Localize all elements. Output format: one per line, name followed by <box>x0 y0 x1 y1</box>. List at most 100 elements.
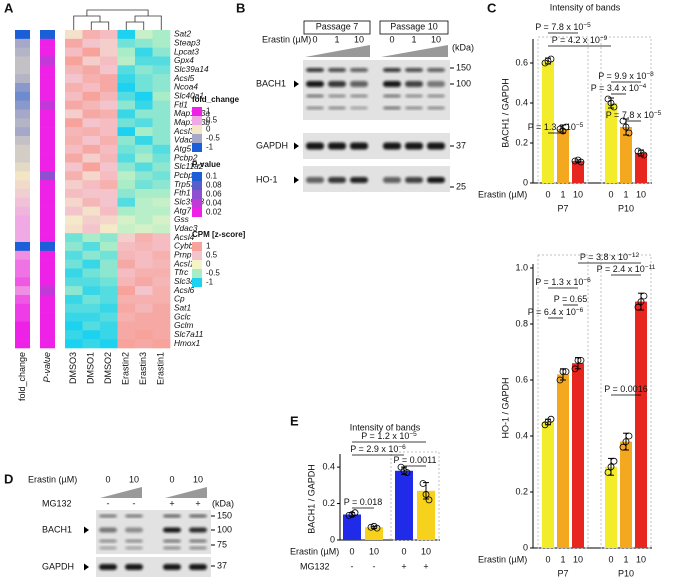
sample-label: DMSO2 <box>103 352 113 384</box>
legend-swatch <box>192 190 202 199</box>
dose-label: 10 <box>129 474 139 484</box>
band <box>350 94 368 98</box>
p-value-cell <box>40 30 55 40</box>
band <box>163 546 181 550</box>
p-value-cell <box>40 268 55 278</box>
heatmap-cell <box>82 38 101 48</box>
heatmap-cell <box>65 330 83 340</box>
x-axis-label: Erastin (µM) <box>478 554 527 564</box>
y-tick-label: 0.8 <box>515 318 528 328</box>
p-text: P = 3.8 x 10 <box>580 252 628 262</box>
y-tick-label: 0.4 <box>322 461 335 471</box>
gene-label: Steap3 <box>174 37 201 47</box>
heatmap-cell <box>82 242 101 252</box>
p-value-cell <box>40 136 55 146</box>
data-point <box>622 123 630 131</box>
heatmap-cell <box>152 312 171 322</box>
heatmap-cell <box>135 127 153 137</box>
band <box>163 527 181 533</box>
band <box>405 142 423 150</box>
gene-label: Slc40a1 <box>174 90 204 100</box>
p-value-annotation: P = 3.4 x 10−4 <box>591 83 647 94</box>
heatmap-cell <box>82 136 101 146</box>
p-text: P = 3.4 x 10 <box>591 83 639 93</box>
heatmap-cell <box>135 171 153 181</box>
heatmap-cell <box>135 74 153 84</box>
gene-label: Sat2 <box>174 29 191 39</box>
heatmap-cell <box>65 56 83 66</box>
heatmap-cell <box>152 109 171 119</box>
heatmap-cell <box>82 224 101 234</box>
band <box>99 527 117 533</box>
p-value-cell <box>40 215 55 225</box>
fold-change-cell <box>15 268 30 278</box>
band <box>189 564 207 570</box>
p-exponent: −8 <box>646 71 654 78</box>
p-exponent: −12 <box>628 252 639 259</box>
p-value-annotation: P = 6.4 x 10−6 <box>528 307 584 318</box>
fold-change-cell <box>15 56 30 66</box>
fold-change-cell <box>15 109 30 119</box>
heatmap-cell <box>152 197 171 207</box>
heatmap-cell <box>82 330 101 340</box>
heatmap-cell <box>82 286 101 296</box>
p-value-cell <box>40 109 55 119</box>
heatmap-cell <box>82 30 101 40</box>
data-point <box>610 457 618 465</box>
data-point <box>559 368 567 376</box>
legend-label: 0.06 <box>206 190 222 199</box>
p-value-cell <box>40 162 55 172</box>
p-value-cell <box>40 189 55 199</box>
p-value-cell <box>40 118 55 128</box>
heatmap-cell <box>117 339 136 349</box>
fold-change-cell <box>15 312 30 322</box>
heatmap-cell <box>135 180 153 190</box>
heatmap-cell <box>135 242 153 252</box>
blot-label: GAPDH <box>256 140 288 150</box>
heatmap-cell <box>65 91 83 101</box>
band <box>189 527 207 533</box>
gene-label: Vdac3 <box>174 223 198 233</box>
gene-label: Vdac2 <box>174 135 198 145</box>
x-tick-label: 1 <box>623 189 628 199</box>
p-exponent: −6 <box>583 277 591 284</box>
p-value-annotation: P = 4.2 x 10−9 <box>552 35 608 46</box>
heatmap-cell <box>152 206 171 216</box>
legend-swatch <box>192 116 202 125</box>
band <box>189 514 207 518</box>
heatmap-cell <box>100 321 118 331</box>
fold-change-cell <box>15 136 30 146</box>
band <box>350 177 368 183</box>
legend-label: 1 <box>206 242 211 251</box>
chart-title: Intensity of bands <box>350 422 421 432</box>
dose-label: 0 <box>105 474 110 484</box>
band <box>328 142 346 150</box>
y-tick-label: 0.6 <box>515 374 528 384</box>
p-exponent: −5 <box>409 431 417 438</box>
legend-label: -1 <box>206 143 214 152</box>
group-label: P10 <box>618 568 634 578</box>
heatmap-cell <box>135 100 153 110</box>
heatmap-cell <box>100 197 118 207</box>
fold-change-cell <box>15 197 30 207</box>
heatmap-cell <box>65 339 83 349</box>
gene-label: Pcbp2 <box>174 152 198 162</box>
kda-label: (kDa) <box>452 42 474 52</box>
heatmap-cell <box>117 153 136 163</box>
p-text: P = 2.4 x 10 <box>597 264 645 274</box>
heatmap-cell <box>82 303 101 313</box>
heatmap-cell <box>100 65 118 75</box>
legend-label: 0.02 <box>206 208 222 217</box>
p-value-label: P-value <box>42 352 52 383</box>
band <box>328 68 346 72</box>
p-value-cell <box>40 233 55 243</box>
sample-label: Erastin1 <box>156 352 166 385</box>
p-text: P = 4.2 x 10 <box>552 35 600 45</box>
marker-label: 75 <box>217 539 227 549</box>
arrowhead <box>294 80 299 88</box>
x-tick-label: 1 <box>560 189 565 199</box>
p-value-cell <box>40 83 55 93</box>
data-point <box>400 467 408 475</box>
p-value-cell <box>40 295 55 305</box>
heatmap-cell <box>82 56 101 66</box>
